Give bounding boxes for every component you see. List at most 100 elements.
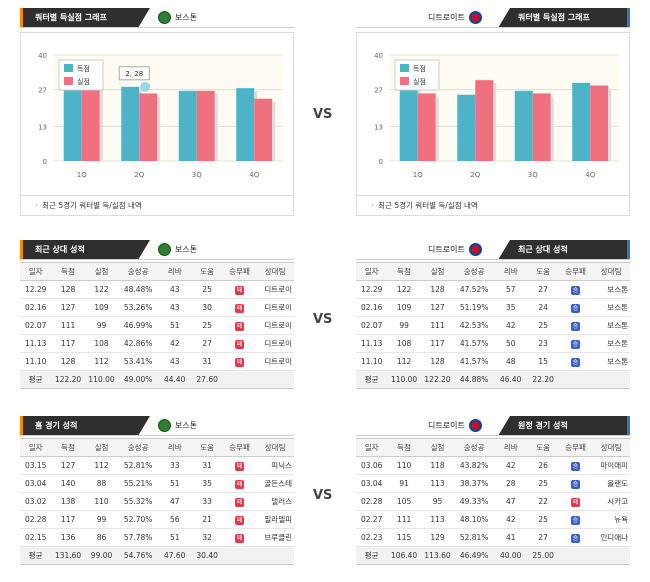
score-bar[interactable] (457, 94, 476, 161)
column-header: 승성공 (118, 262, 158, 281)
table-cell: 02.07 (356, 316, 388, 335)
y-tick-label: 0 (43, 158, 47, 166)
win-badge: 승 (571, 303, 581, 313)
score-bar[interactable] (572, 82, 591, 161)
result-cell: 패 (558, 492, 593, 511)
table-cell: 03.15 (20, 456, 52, 475)
column-header: 도움 (527, 262, 559, 281)
section-title: 원정 경기 성적 (498, 416, 630, 436)
team-label: 디트로이트 (428, 419, 482, 432)
table-cell: 피닉스 (256, 456, 294, 475)
result-cell: 패 (222, 280, 257, 299)
table-cell: 27.60 (191, 370, 223, 389)
concede-bar[interactable] (590, 85, 609, 161)
column-header: 실점 (84, 262, 119, 281)
score-bar[interactable] (178, 90, 197, 161)
table-row: 02.07 111 99 46.99% 51 25 패 디트로이 (20, 316, 294, 335)
legend-swatch (400, 77, 409, 85)
table-cell: 마이애미 (592, 456, 630, 475)
tooltip (118, 66, 150, 81)
y-tick-label: 13 (374, 124, 383, 132)
concede-bar[interactable] (532, 93, 551, 161)
table-cell: 43 (158, 352, 192, 371)
win-badge: 승 (571, 285, 581, 295)
hover-point[interactable] (140, 81, 151, 92)
loss-badge: 패 (235, 533, 245, 543)
table-cell: 46.40 (494, 370, 528, 389)
table-cell: 55.32% (118, 492, 158, 511)
win-badge: 승 (571, 479, 581, 489)
table-row: 02.23 115 129 52.81% 41 27 승 인디애나 (356, 528, 630, 547)
table-cell: 99 (84, 510, 119, 529)
table-cell: 41.57% (454, 352, 494, 371)
team-label: 보스톤 (158, 419, 197, 432)
table-cell: 33 (158, 456, 192, 475)
table-cell: 골든스테 (256, 474, 294, 493)
table-cell: 42 (494, 316, 528, 335)
result-cell: 승 (558, 528, 593, 547)
recent-header-left: 최근 상대 성적 보스톤 (20, 240, 294, 260)
result-cell: 패 (222, 474, 257, 493)
table-cell: 디트로이 (256, 334, 294, 353)
chart-footer: · 최근 5경기 쿼터별 득/실점 내역 (21, 195, 293, 215)
table-cell: 49.33% (454, 492, 494, 511)
loss-badge: 패 (235, 321, 245, 331)
score-bar[interactable] (236, 88, 255, 161)
table-row: 02.28 117 99 52.70% 56 21 패 필라델피 (20, 510, 294, 529)
bar-shadow (214, 93, 218, 161)
table-cell: 11.10 (356, 352, 388, 371)
table-cell: 122.20 (51, 370, 85, 389)
table-cell: 12.29 (20, 280, 52, 299)
x-tick-label: 4Q (585, 171, 595, 179)
loss-badge: 패 (235, 461, 245, 471)
score-bar[interactable] (514, 90, 533, 161)
concede-bar[interactable] (139, 93, 158, 161)
table-cell: 111 (51, 316, 85, 335)
table-cell: 댈러스 (256, 492, 294, 511)
concede-bar[interactable] (81, 85, 100, 161)
column-header: 승무패 (222, 438, 257, 457)
team-label: 디트로이트 (428, 11, 482, 24)
result-cell: 패 (222, 298, 257, 317)
table-cell: 31 (191, 456, 223, 475)
table-cell: 44.88% (454, 370, 494, 389)
column-header: 도움 (191, 262, 223, 281)
column-header: 득점 (51, 438, 85, 457)
table-cell: 디트로이 (256, 280, 294, 299)
table-cell: 보스톤 (592, 334, 630, 353)
detroit-logo-icon (468, 243, 482, 256)
concede-bar[interactable] (254, 98, 273, 161)
score-bar[interactable] (63, 89, 82, 161)
table-cell: 디트로이 (256, 316, 294, 335)
column-header: 리바 (158, 438, 192, 457)
table-row: 12.29 122 128 47.52% 57 27 승 보스톤 (356, 280, 630, 299)
table-row: 03.04 140 88 55.21% 51 35 패 골든스테 (20, 474, 294, 493)
vs-label: VS (313, 488, 333, 503)
loss-badge: 패 (235, 339, 245, 349)
loss-badge: 패 (235, 285, 245, 295)
table-cell: 24 (527, 298, 559, 317)
vs-label: VS (313, 107, 333, 122)
boston-logo-icon (158, 11, 171, 24)
concede-bar[interactable] (196, 90, 215, 161)
legend-swatch (64, 77, 73, 85)
concede-bar[interactable] (417, 93, 436, 161)
table-row: 11.10 128 112 53.41% 43 31 패 디트로이 (20, 352, 294, 371)
column-header: 실점 (420, 262, 455, 281)
table-cell (222, 546, 257, 565)
table-cell: 42 (158, 334, 192, 353)
recent-table-left: 일자 득점 실점 승성공 리바 도움 승무패 상대팀 12.29 128 122 48.48% 43 25… (20, 262, 294, 389)
score-bar[interactable] (121, 86, 140, 161)
table-cell: 46.49% (454, 546, 494, 565)
concede-bar[interactable] (475, 80, 494, 161)
table-cell: 27 (527, 280, 559, 299)
tooltip-text: 2, 28 (125, 70, 143, 78)
away-table-right: 일자 득점 실점 승성공 리바 도움 승무패 상대팀 03.06 110 118 43.82% 42 26… (356, 438, 630, 565)
score-bar[interactable] (399, 85, 418, 161)
table-cell (558, 370, 593, 389)
table-cell: 112 (84, 352, 119, 371)
table-cell: 99 (84, 316, 119, 335)
x-tick-label: 3Q (192, 171, 202, 179)
table-cell: 35 (494, 298, 528, 317)
table-row: 11.13 108 117 41.57% 50 23 승 보스톤 (356, 334, 630, 353)
